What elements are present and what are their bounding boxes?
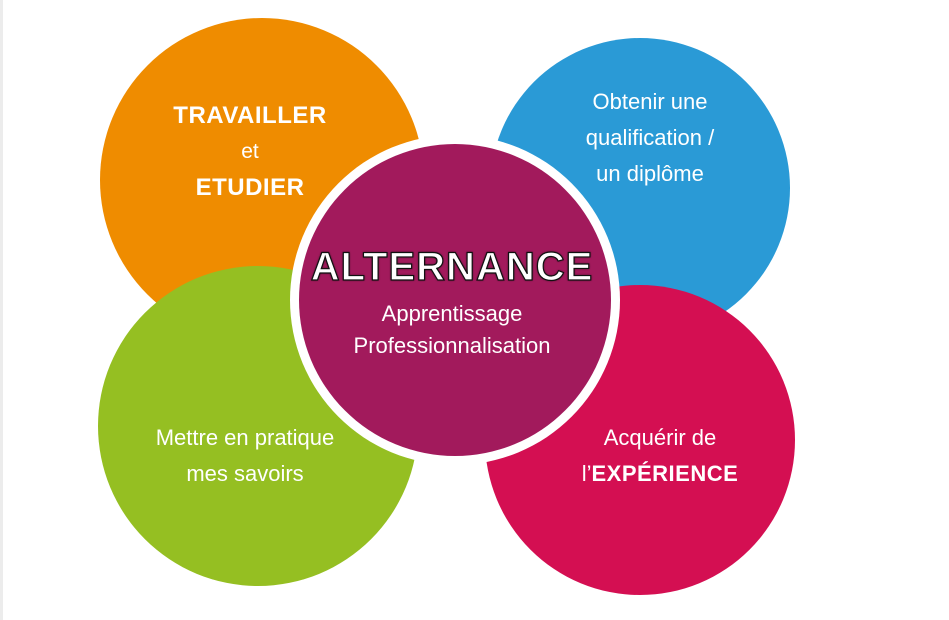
label-qualification-line: qualification / bbox=[585, 125, 715, 150]
label-et: et bbox=[241, 140, 259, 163]
label-acquerir: Acquérir de bbox=[603, 425, 717, 450]
label-obtenir-une: Obtenir une bbox=[592, 89, 708, 114]
label-travailler: TRAVAILLER bbox=[173, 102, 327, 129]
left-edge-bar bbox=[0, 0, 3, 620]
center-professionnalisation: Professionnalisation bbox=[353, 333, 551, 358]
label-etudier: ETUDIER bbox=[195, 174, 305, 201]
label-mettre-line: Mettre en pratique bbox=[155, 425, 335, 450]
center-circle-alternance bbox=[299, 144, 611, 456]
label-experience: Acquérir de l’EXPÉRIENCE bbox=[540, 420, 780, 492]
label-mettre-en-pratique: Mettre en pratique mes savoirs bbox=[130, 420, 360, 492]
center-title: ALTERNANCE bbox=[310, 244, 594, 289]
label-savoirs-line: mes savoirs bbox=[186, 461, 304, 486]
label-qualification: Obtenir une qualification / un diplôme bbox=[540, 84, 760, 192]
label-experience-line: l’EXPÉRIENCE bbox=[540, 456, 780, 492]
label-un-diplome: un diplôme bbox=[596, 161, 704, 186]
label-travailler-etudier: TRAVAILLER et ETUDIER bbox=[130, 98, 370, 206]
label-center: ALTERNANCE Apprentissage Professionnalis… bbox=[296, 242, 608, 362]
label-l-prefix: l’ bbox=[581, 461, 592, 486]
label-experience-word: EXPÉRIENCE bbox=[591, 461, 739, 486]
center-apprentissage: Apprentissage bbox=[381, 301, 523, 326]
